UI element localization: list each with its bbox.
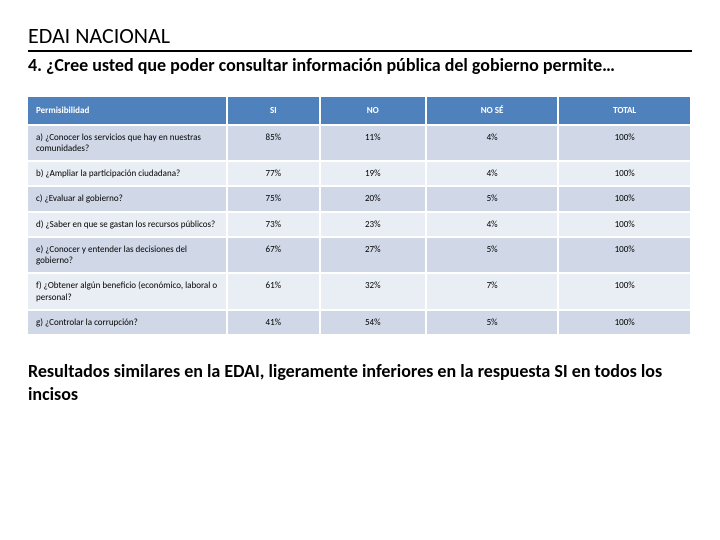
cell-no: 11% xyxy=(320,125,426,162)
table-row: b) ¿Ampliar la participación ciudadana?7… xyxy=(28,161,691,186)
table-row: c) ¿Evaluar al gobierno?75%20%5%100% xyxy=(28,186,691,211)
cell-total: 100% xyxy=(558,310,691,334)
cell-no: 54% xyxy=(320,310,426,334)
col-header-nose: NO SÉ xyxy=(426,97,559,125)
footnote-text: Resultados similares en la EDAI, ligeram… xyxy=(28,360,692,407)
table-body: a) ¿Conocer los servicios que hay en nue… xyxy=(28,125,691,335)
cell-no: 23% xyxy=(320,212,426,237)
table-row: e) ¿Conocer y entender las decisiones de… xyxy=(28,237,691,274)
cell-label: b) ¿Ampliar la participación ciudadana? xyxy=(28,161,227,186)
cell-nose: 7% xyxy=(426,273,559,310)
cell-total: 100% xyxy=(558,186,691,211)
cell-label: a) ¿Conocer los servicios que hay en nue… xyxy=(28,125,227,162)
cell-si: 67% xyxy=(227,237,320,274)
cell-nose: 4% xyxy=(426,212,559,237)
cell-no: 20% xyxy=(320,186,426,211)
table-row: a) ¿Conocer los servicios que hay en nue… xyxy=(28,125,691,162)
cell-si: 41% xyxy=(227,310,320,334)
table-row: g) ¿Controlar la corrupción?41%54%5%100% xyxy=(28,310,691,334)
cell-total: 100% xyxy=(558,273,691,310)
cell-total: 100% xyxy=(558,212,691,237)
table-header: Permisibilidad SI NO NO SÉ TOTAL xyxy=(28,97,691,125)
cell-si: 77% xyxy=(227,161,320,186)
cell-nose: 4% xyxy=(426,125,559,162)
cell-no: 32% xyxy=(320,273,426,310)
cell-si: 85% xyxy=(227,125,320,162)
cell-si: 73% xyxy=(227,212,320,237)
cell-no: 19% xyxy=(320,161,426,186)
cell-total: 100% xyxy=(558,125,691,162)
cell-total: 100% xyxy=(558,237,691,274)
cell-total: 100% xyxy=(558,161,691,186)
cell-label: g) ¿Controlar la corrupción? xyxy=(28,310,227,334)
col-header-si: SI xyxy=(227,97,320,125)
cell-nose: 5% xyxy=(426,310,559,334)
cell-no: 27% xyxy=(320,237,426,274)
cell-label: f) ¿Obtener algún beneficio (económico, … xyxy=(28,273,227,310)
col-header-no: NO xyxy=(320,97,426,125)
page-title: EDAI NACIONAL xyxy=(28,22,692,52)
table-row: f) ¿Obtener algún beneficio (económico, … xyxy=(28,273,691,310)
slide-container: EDAI NACIONAL 4. ¿Cree usted que poder c… xyxy=(0,0,720,407)
col-header-total: TOTAL xyxy=(558,97,691,125)
cell-nose: 5% xyxy=(426,237,559,274)
cell-si: 75% xyxy=(227,186,320,211)
col-header-permisibilidad: Permisibilidad xyxy=(28,97,227,125)
cell-label: d) ¿Saber en que se gastan los recursos … xyxy=(28,212,227,237)
question-subtitle: 4. ¿Cree usted que poder consultar infor… xyxy=(28,54,692,77)
cell-nose: 4% xyxy=(426,161,559,186)
cell-label: e) ¿Conocer y entender las decisiones de… xyxy=(28,237,227,274)
cell-label: c) ¿Evaluar al gobierno? xyxy=(28,186,227,211)
cell-si: 61% xyxy=(227,273,320,310)
results-table: Permisibilidad SI NO NO SÉ TOTAL a) ¿Con… xyxy=(28,97,692,335)
cell-nose: 5% xyxy=(426,186,559,211)
table-row: d) ¿Saber en que se gastan los recursos … xyxy=(28,212,691,237)
